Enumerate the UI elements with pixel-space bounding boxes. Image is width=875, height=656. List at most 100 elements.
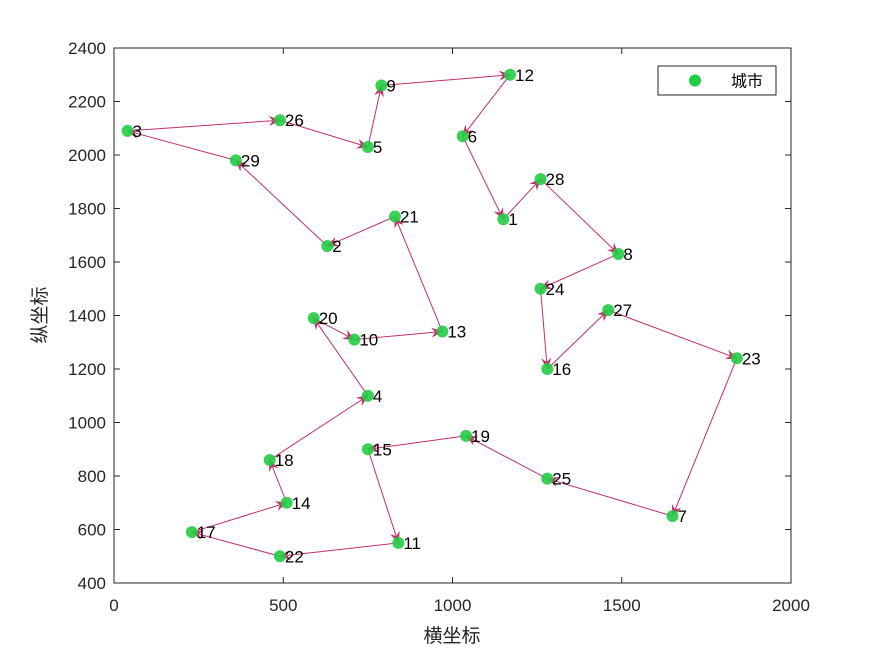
route-segment: [462, 136, 504, 221]
plot-area: [113, 47, 792, 584]
city-point: [273, 114, 286, 127]
city-point: [534, 282, 547, 295]
city-label: 2: [332, 237, 341, 256]
city-label: 27: [613, 301, 632, 320]
city-label: 26: [285, 111, 304, 130]
x-tick-label: 2000: [772, 596, 810, 615]
city-labels: 1234567891011121314151617181920212223242…: [133, 66, 761, 567]
city-point: [602, 304, 615, 317]
city-label: 10: [359, 331, 378, 350]
city-label: 24: [546, 280, 565, 299]
route-segment: [235, 159, 328, 247]
city-point: [456, 130, 469, 143]
city-point: [666, 510, 679, 523]
city-label: 4: [373, 387, 382, 406]
city-point: [263, 453, 276, 466]
route-segment: [127, 116, 281, 132]
route-segment: [465, 435, 548, 480]
legend-marker: [689, 74, 701, 87]
legend-label: 城市: [731, 72, 763, 91]
city-point: [504, 68, 517, 81]
city-point: [534, 173, 547, 186]
route-segment: [313, 317, 369, 397]
y-tick-label: 2000: [68, 146, 106, 165]
city-label: 20: [319, 309, 338, 328]
y-tick-label: 2200: [68, 93, 106, 112]
x-tick-label: 0: [109, 596, 118, 615]
route-segment: [367, 84, 384, 148]
city-label: 6: [468, 127, 477, 146]
city-label: 14: [292, 494, 311, 513]
route-segment: [608, 309, 738, 360]
y-tick-label: 1000: [68, 414, 106, 433]
city-label: 7: [678, 507, 687, 526]
city-label: 18: [275, 451, 294, 470]
route-segment: [354, 327, 444, 341]
city-point: [392, 536, 405, 549]
city-point: [229, 154, 242, 167]
route-segment: [278, 542, 399, 560]
city-label: 5: [373, 138, 382, 157]
city-label: 21: [400, 208, 419, 227]
city-point: [388, 210, 401, 223]
city-point: [361, 389, 374, 402]
route-segment: [546, 309, 609, 370]
city-label: 3: [133, 122, 142, 141]
route-segment: [394, 215, 443, 332]
route-segment: [313, 317, 356, 341]
y-tick-label: 2400: [68, 39, 106, 58]
route-segment: [539, 253, 619, 290]
y-tick-label: 1200: [68, 360, 106, 379]
route-segment: [191, 501, 288, 533]
city-points: [121, 68, 743, 563]
route-segment: [381, 70, 512, 86]
city-point: [497, 213, 510, 226]
city-label: 29: [241, 151, 260, 170]
x-tick-label: 1500: [603, 596, 641, 615]
city-point: [436, 325, 449, 338]
route-segment: [269, 459, 288, 503]
city-point: [541, 363, 554, 375]
city-label: 12: [515, 66, 534, 85]
city-point: [348, 333, 361, 346]
route-segment: [326, 216, 396, 247]
y-tick-label: 1600: [68, 253, 106, 272]
city-label: 25: [552, 470, 571, 489]
y-tick-label: 1800: [68, 200, 106, 219]
city-label: 11: [403, 534, 421, 553]
y-tick-label: 400: [78, 574, 106, 593]
route-segment: [462, 74, 511, 138]
route-segment: [366, 435, 467, 453]
route-segment: [540, 178, 620, 255]
city-point: [460, 429, 473, 442]
y-tick-label: 800: [78, 467, 106, 486]
city-point: [612, 247, 625, 260]
route-segment: [502, 178, 542, 220]
city-point: [280, 496, 293, 509]
city-label: 22: [285, 547, 304, 566]
city-label: 23: [742, 349, 761, 368]
city-label: 17: [197, 523, 216, 542]
city-point: [375, 79, 388, 92]
route-segment: [279, 119, 369, 149]
legend: 城市: [657, 65, 777, 96]
route-segment: [126, 128, 236, 161]
route-segment: [367, 449, 400, 544]
city-label: 15: [373, 440, 392, 459]
route-segment: [546, 477, 673, 517]
city-label: 9: [386, 76, 395, 95]
city-point: [121, 124, 134, 137]
route-arrows: [126, 70, 738, 560]
y-axis-label: 纵坐标: [29, 286, 51, 343]
x-axis-label: 横坐标: [423, 625, 480, 647]
route-segment: [190, 530, 280, 557]
route-segment: [540, 288, 552, 370]
city-label: 1: [508, 210, 517, 229]
city-point: [307, 312, 320, 325]
city-point: [730, 352, 743, 365]
x-tick-label: 500: [269, 596, 297, 615]
route-segment: [672, 358, 738, 518]
y-tick-label: 600: [78, 521, 106, 540]
axis-ticks: 0 500 1000 1500 2000 400 600 800 1000 1200 1400 160…: [68, 39, 810, 615]
